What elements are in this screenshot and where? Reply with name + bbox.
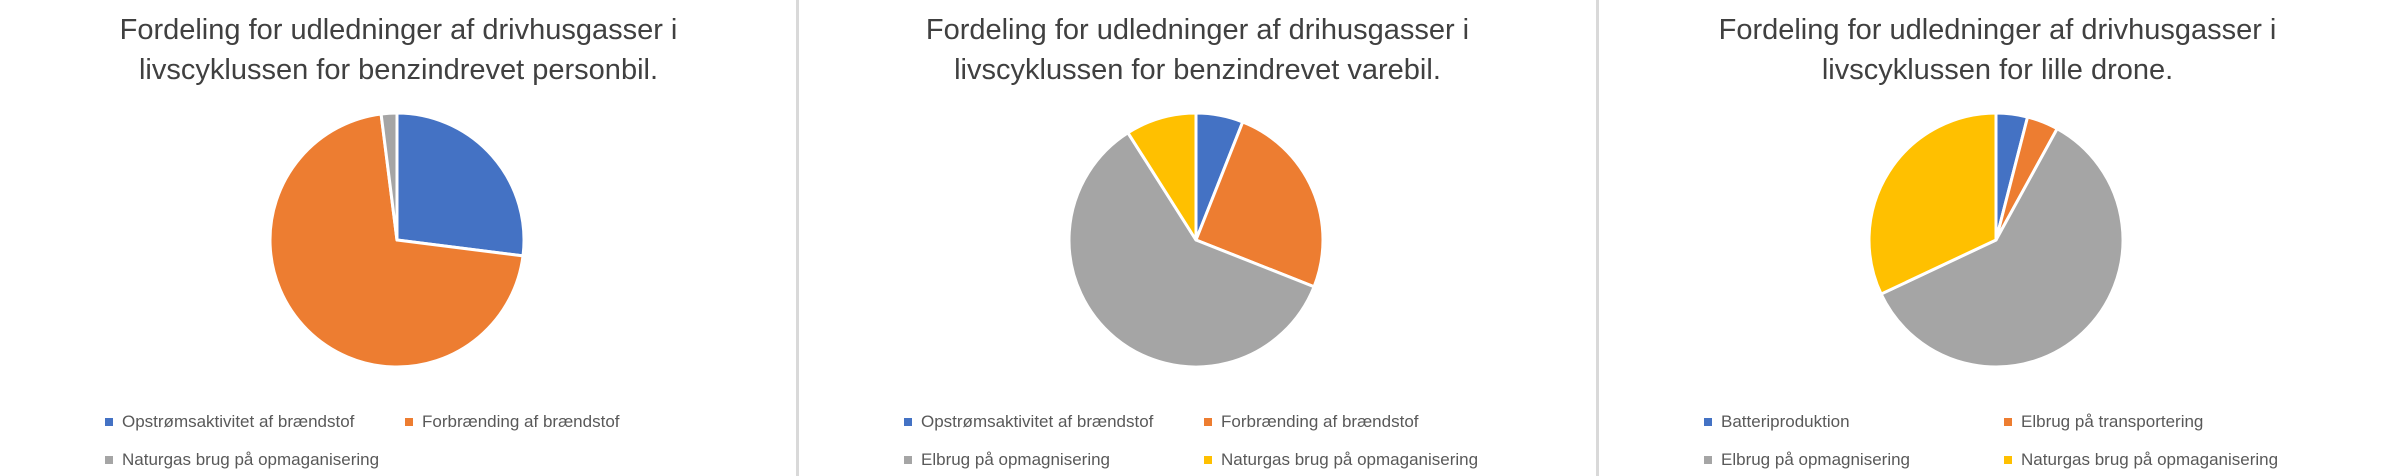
legend-item-batteriproduktion: Batteriproduktion bbox=[1704, 412, 1850, 432]
pie-chart-panel-2: Fordeling for udledninger af drihusgasse… bbox=[799, 0, 1596, 476]
pie-slice-naturgas-brug-pa-opmaganisering bbox=[1126, 111, 1198, 242]
pie-chart bbox=[1067, 111, 1325, 369]
chart-title-line: livscyklussen for benzindrevet personbil… bbox=[138, 54, 659, 86]
legend-item-opstromsaktivitet-af-braendstof: Opstrømsaktivitet af brændstof bbox=[904, 412, 1153, 432]
chart-title: Fordeling for udledninger af drihusgasse… bbox=[799, 10, 1596, 90]
legend-label: Elbrug på opmagnisering bbox=[921, 450, 1111, 469]
chart-divider bbox=[796, 0, 799, 476]
pie-chart-panel-1: Fordeling for udledninger af drivhusgass… bbox=[0, 0, 797, 476]
legend-swatch bbox=[1704, 418, 1712, 426]
chart-title-line: Fordeling for udledninger af drivhusgass… bbox=[119, 14, 678, 46]
legend-swatch bbox=[2004, 418, 2012, 426]
legend-swatch bbox=[1204, 418, 1212, 426]
chart-title-line: livscyklussen for lille drone. bbox=[1821, 54, 2174, 86]
chart-legend: Opstrømsaktivitet af brændstof Forbrændin… bbox=[799, 398, 1596, 476]
legend-label: Elbrug på transportering bbox=[2021, 412, 2204, 431]
chart-legend: Batteriproduktion Elbrug på transporterin… bbox=[1599, 398, 2392, 476]
legend-swatch bbox=[1204, 456, 1212, 464]
pie-chart bbox=[1867, 111, 2125, 369]
legend-label: Opstrømsaktivitet af brændstof bbox=[122, 412, 355, 431]
chart-title-line: Fordeling for udledninger af drihusgasse… bbox=[925, 14, 1470, 46]
legend-swatch bbox=[2004, 456, 2012, 464]
legend-label: Forbrænding af brændstof bbox=[422, 412, 620, 431]
legend-item-elbrug-pa-opmagnisering: Elbrug på opmagnisering bbox=[904, 450, 1110, 470]
legend-label: Elbrug på opmagnisering bbox=[1721, 450, 1911, 469]
legend-item-forbraending-af-braendstof: Forbrænding af brændstof bbox=[405, 412, 620, 432]
chart-title: Fordeling for udledninger af drivhusgass… bbox=[0, 10, 797, 90]
legend-item-opstromsaktivitet-af-braendstof: Opstrømsaktivitet af brændstof bbox=[105, 412, 354, 432]
legend-item-naturgas-brug-pa-opmaganisering: Naturgas brug på opmaganisering bbox=[2004, 450, 2278, 470]
chart-legend: Opstrømsaktivitet af brændstof Forbrændin… bbox=[0, 398, 797, 476]
legend-swatch bbox=[105, 418, 113, 426]
pie-slice-elbrug-pa-opmagnisering bbox=[1879, 127, 2125, 369]
legend-item-elbrug-pa-transportering: Elbrug på transportering bbox=[2004, 412, 2203, 432]
legend-label: Naturgas brug på opmaganisering bbox=[2021, 450, 2279, 469]
legend-swatch bbox=[105, 456, 113, 464]
chart-title-line: livscyklussen for benzindrevet varebil. bbox=[954, 54, 1441, 86]
pie-slice-elbrug-pa-opmagnisering bbox=[1067, 131, 1316, 369]
legend-item-elbrug-pa-opmagnisering: Elbrug på opmagnisering bbox=[1704, 450, 1910, 470]
legend-swatch bbox=[405, 418, 413, 426]
legend-swatch bbox=[1704, 456, 1712, 464]
legend-swatch bbox=[904, 418, 912, 426]
legend-label: Naturgas brug på opmaganisering bbox=[1221, 450, 1479, 469]
legend-item-forbraending-af-braendstof: Forbrænding af brændstof bbox=[1204, 412, 1419, 432]
legend-swatch bbox=[904, 456, 912, 464]
pie-slice-naturgas-brug-pa-opmaganisering bbox=[379, 111, 399, 242]
chart-title-line: Fordeling for udledninger af drivhusgass… bbox=[1718, 14, 2277, 46]
pie-slice-forbraending-af-braendstof bbox=[1194, 120, 1325, 289]
legend-label: Forbrænding af brændstof bbox=[1221, 412, 1419, 431]
legend-item-naturgas-brug-pa-opmaganisering: Naturgas brug på opmaganisering bbox=[1204, 450, 1478, 470]
legend-label: Naturgas brug på opmaganisering bbox=[122, 450, 380, 469]
legend-label: Opstrømsaktivitet af brændstof bbox=[921, 412, 1154, 431]
legend-item-naturgas-brug-pa-opmaganisering: Naturgas brug på opmaganisering bbox=[105, 450, 379, 470]
legend-label: Batteriproduktion bbox=[1721, 412, 1850, 431]
chart-title: Fordeling for udledninger af drivhusgass… bbox=[1599, 10, 2392, 90]
pie-chart bbox=[268, 111, 526, 369]
pie-slice-opstromsaktivitet-af-braendstof bbox=[395, 111, 526, 258]
chart-divider bbox=[1596, 0, 1599, 476]
pie-slice-naturgas-brug-pa-opmaganisering bbox=[1867, 111, 1998, 296]
pie-chart-panel-3: Fordeling for udledninger af drivhusgass… bbox=[1599, 0, 2392, 476]
